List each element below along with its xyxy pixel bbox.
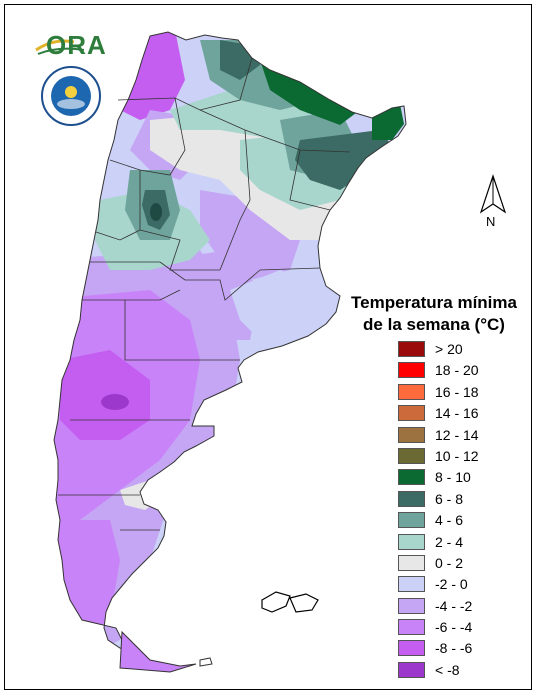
smn-logo-icon <box>41 66 101 126</box>
legend-swatch <box>398 619 425 636</box>
north-arrow-icon <box>479 174 507 214</box>
legend-label: 6 - 8 <box>435 490 464 507</box>
legend-title-line1: Temperatura mínima <box>351 293 517 312</box>
ora-logo-text: ORA <box>46 30 107 60</box>
country-outline <box>53 31 407 654</box>
legend-label: -6 - -4 <box>435 619 473 636</box>
north-label: N <box>486 214 496 229</box>
legend-swatch <box>398 576 425 593</box>
legend-swatch <box>398 362 425 379</box>
legend-label: 12 - 14 <box>435 426 479 443</box>
legend-swatch <box>398 469 425 486</box>
isla-de-los-estados <box>199 657 213 667</box>
legend-label: 18 - 20 <box>435 362 479 379</box>
legend-swatch <box>398 405 425 422</box>
ora-logo: ORA <box>34 28 106 64</box>
legend-title: Temperatura mínima de la semana (°C) <box>340 292 528 336</box>
legend-swatch <box>398 490 425 507</box>
legend-label: 10 - 12 <box>435 447 479 464</box>
legend-swatch <box>398 447 425 464</box>
legend-swatch <box>398 554 425 571</box>
legend-swatch <box>398 426 425 443</box>
malvinas-islands <box>261 591 319 613</box>
legend-label: -4 - -2 <box>435 597 473 614</box>
legend-label: < -8 <box>435 661 460 678</box>
legend-label: -8 - -6 <box>435 640 473 657</box>
legend-label: 16 - 18 <box>435 383 479 400</box>
legend-label: 8 - 10 <box>435 469 471 486</box>
legend-title-line2: de la semana (°C) <box>363 315 505 334</box>
legend-label: 14 - 16 <box>435 405 479 422</box>
legend-label: -2 - 0 <box>435 576 468 593</box>
province-borders <box>58 57 351 531</box>
legend-swatch <box>398 661 425 678</box>
tierra-del-fuego <box>119 630 197 673</box>
legend-swatch <box>398 341 425 357</box>
map-frame <box>4 4 532 690</box>
legend-swatch <box>398 533 425 550</box>
legend-swatch <box>398 383 425 400</box>
legend-label: > 20 <box>435 341 463 357</box>
legend-label: 2 - 4 <box>435 533 464 550</box>
legend-swatch <box>398 512 425 529</box>
legend-label: 0 - 2 <box>435 554 464 571</box>
legend-swatch <box>398 597 425 614</box>
ora-swoosh-icon <box>35 39 85 55</box>
legend-label: 4 - 6 <box>435 512 464 529</box>
legend-swatch <box>398 640 425 657</box>
